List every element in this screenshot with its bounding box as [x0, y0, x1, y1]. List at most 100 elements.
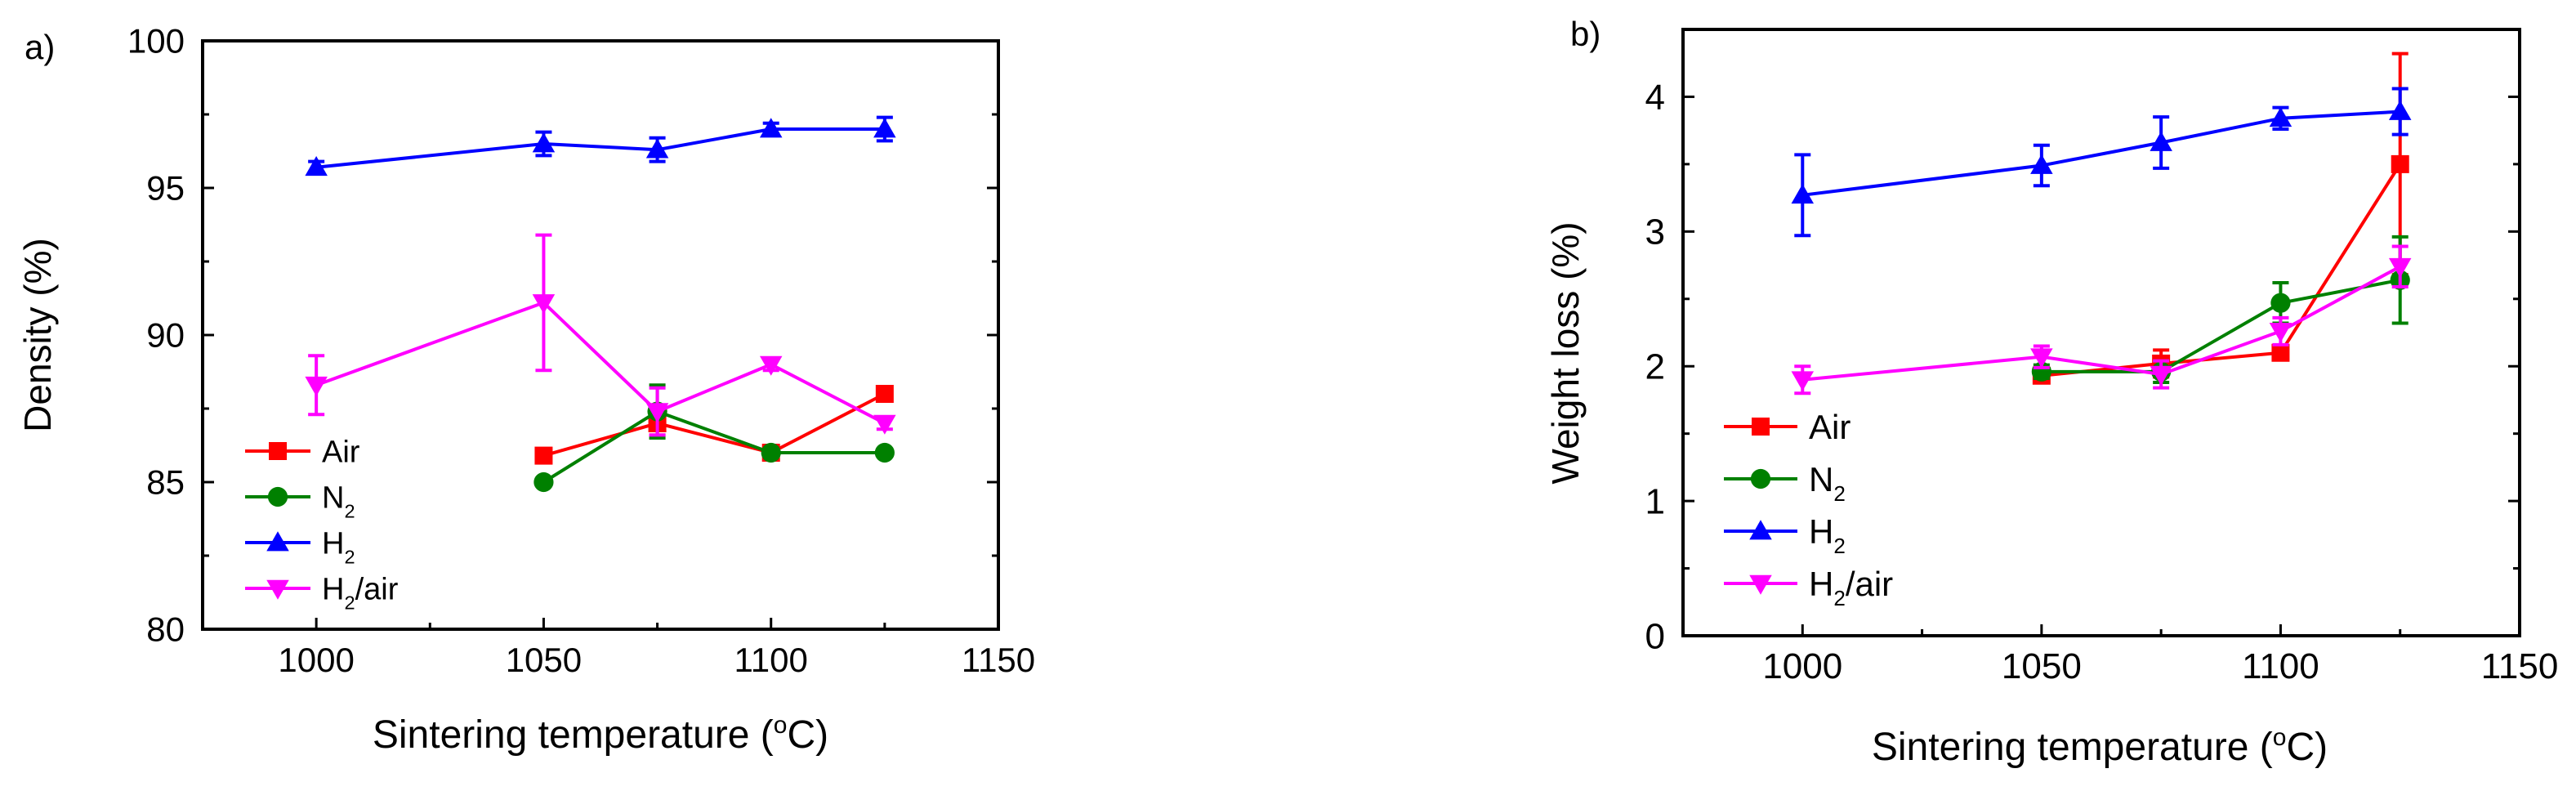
panel-a-point-h2-1075	[645, 138, 669, 159]
panel-a-x-axis-label-degree: o	[774, 712, 788, 739]
panel-b: b) 1000 1050 1100 1150 0 1 2 3 4 Weight loss (%)…	[1544, 15, 2558, 769]
panel-b-y-tick-label-0: 0	[1645, 616, 1665, 656]
panel-a-ticks: 1000 1050 1100 1150 80 85 90 95 100	[127, 22, 1035, 679]
panel-b-point-air-1100	[2271, 343, 2290, 362]
panel-b-point-air-1125	[2391, 154, 2409, 173]
panel-a-y-tick-label-95: 95	[146, 169, 185, 208]
panel-b-legend-label-base: H	[1809, 565, 1833, 603]
panel-b-line-n2	[2041, 278, 2401, 373]
panel-b-x-axis-label-start: Sintering temperature (	[1872, 726, 2273, 769]
panel-a-y-tick-label-90: 90	[146, 316, 185, 355]
panel-b-legend-label-n2: N2	[1809, 460, 1846, 506]
panel-b-legend-item-h2: H2	[1724, 512, 1846, 558]
panel-a-x-tick-label-1000: 1000	[278, 641, 354, 679]
panel-b-point-h2-air-1000	[1791, 371, 1815, 391]
panel-b-legend-marker-h2	[1749, 520, 1772, 540]
panel-a-legend-label-subscript: 2	[344, 547, 355, 568]
panel-b-y-tick-label-3: 3	[1645, 212, 1665, 252]
panel-a-legend-label-base: H	[322, 527, 344, 561]
panel-b-line-air	[2041, 163, 2402, 378]
panel-b-point-h2-air-1050	[2030, 348, 2053, 369]
panel-a-point-n2-1125	[874, 442, 895, 463]
panel-a-legend-item-h2-air: H2/air	[245, 573, 399, 614]
panel-a-line-air	[542, 392, 886, 458]
panel-b-x-tick-label-1050: 1050	[2002, 646, 2082, 686]
panel-a-x-axis-label-end: C)	[787, 713, 828, 757]
panel-a-y-tick-label-85: 85	[146, 463, 185, 502]
panel-b-legend-item-h2-air: H2/air	[1724, 565, 1893, 610]
panel-b-point-h2-1125	[2388, 100, 2412, 120]
panel-a-legend-label-n2: N2	[322, 481, 355, 522]
panel-b-point-h2-air-1100	[2269, 323, 2293, 343]
panel-b-series-h2-air	[1791, 244, 2412, 396]
panel-a-x-tick-label-1150: 1150	[962, 641, 1035, 679]
panel-a-point-n2-1050	[534, 471, 554, 493]
panel-b-point-h2-1100	[2269, 107, 2293, 127]
panel-a-x-axis-label-start: Sintering temperature (	[373, 713, 774, 757]
panel-b-point-h2-1000	[1791, 184, 1815, 204]
panel-b-y-tick-label-4: 4	[1645, 78, 1665, 118]
panel-b-legend-label-base: Air	[1809, 408, 1851, 446]
panel-b-point-n2-1100	[2270, 293, 2291, 313]
panel-b-legend-label-base: N	[1809, 460, 1833, 498]
panel-a: a) 1000 1050 1100 1150 80 85 90 95 100 Density (…	[16, 22, 1035, 757]
panel-b-legend-label-rest: /air	[1846, 565, 1893, 603]
panel-a-legend-label-air: Air	[322, 436, 360, 470]
panel-a-legend-label-base: H	[322, 573, 344, 607]
panel-b-legend-label-h2-air: H2/air	[1809, 565, 1893, 610]
panel-a-x-axis-label: Sintering temperature (oC)	[373, 712, 828, 757]
panel-a-point-air-1125	[875, 385, 894, 403]
panel-b-x-axis-label-end: C)	[2286, 726, 2328, 769]
panel-a-point-air-1050	[534, 446, 553, 465]
panel-b-x-tick-label-1100: 1100	[2242, 646, 2319, 686]
panel-a-point-h2-1125	[873, 118, 896, 138]
panel-a-legend-item-air: Air	[245, 436, 360, 470]
panel-a-y-tick-label-100: 100	[127, 22, 185, 60]
panel-b-plot-frame	[1681, 28, 2521, 637]
panel-b-x-tick-label-1000: 1000	[1762, 646, 1842, 686]
panel-b-ticks: 1000 1050 1100 1150 0 1 2 3 4	[1645, 28, 2558, 686]
panel-a-point-h2-air-1125	[873, 414, 896, 435]
panel-b-point-h2-1050	[2030, 154, 2053, 174]
panel-b-legend-label-h2: H2	[1809, 512, 1846, 558]
panel-b-legend-label-air: Air	[1809, 408, 1851, 446]
panel-a-legend-label-h2: H2	[322, 527, 355, 568]
panel-a-label: a)	[25, 28, 55, 66]
panel-b-label: b)	[1570, 15, 1601, 53]
panel-b-legend-label-subscript: 2	[1833, 481, 1845, 506]
panel-a-legend-label-base: N	[322, 481, 344, 516]
panel-b-legend-label-subscript: 2	[1833, 586, 1845, 610]
panel-a-legend-label-h2-air: H2/air	[322, 573, 399, 614]
panel-b-series-h2	[1791, 87, 2412, 238]
panel-b-legend-item-n2: N2	[1724, 460, 1846, 506]
panel-a-point-h2-air-1075	[645, 403, 669, 423]
panel-a-point-h2-air-1050	[532, 294, 556, 315]
panel-b-y-tick-label-1: 1	[1645, 482, 1665, 522]
panel-b-y-tick-label-2: 2	[1645, 347, 1665, 387]
panel-a-point-h2-1000	[305, 156, 328, 177]
panel-a-x-tick-label-1050: 1050	[506, 641, 582, 679]
panel-a-y-tick-label-80: 80	[146, 610, 185, 649]
panel-a-legend-item-h2: H2	[245, 527, 355, 568]
panel-a-line-n2	[542, 409, 885, 484]
panel-a-point-n2-1100	[761, 442, 781, 463]
panel-a-legend-marker-h2	[266, 531, 289, 552]
panel-b-legend-label-base: H	[1809, 512, 1833, 551]
panel-a-legend-marker-n2	[267, 486, 288, 507]
panel-b-legend-label-subscript: 2	[1833, 534, 1845, 558]
panel-a-series-group	[305, 115, 896, 493]
panel-b-legend-item-air: Air	[1724, 408, 1851, 446]
panel-a-point-h2-1050	[532, 132, 556, 153]
panel-b-x-axis-label: Sintering temperature (oC)	[1872, 724, 2328, 769]
panel-a-legend-label-base: Air	[322, 436, 360, 470]
panel-b-point-h2-air-1125	[2388, 257, 2412, 278]
panel-b-x-axis-label-degree: o	[2273, 724, 2287, 751]
panel-a-point-h2-1100	[759, 118, 783, 138]
panel-b-legend-marker-n2	[1750, 468, 1771, 489]
panel-b-point-h2-1075	[2150, 131, 2172, 151]
panel-a-point-h2-air-1100	[759, 355, 783, 376]
